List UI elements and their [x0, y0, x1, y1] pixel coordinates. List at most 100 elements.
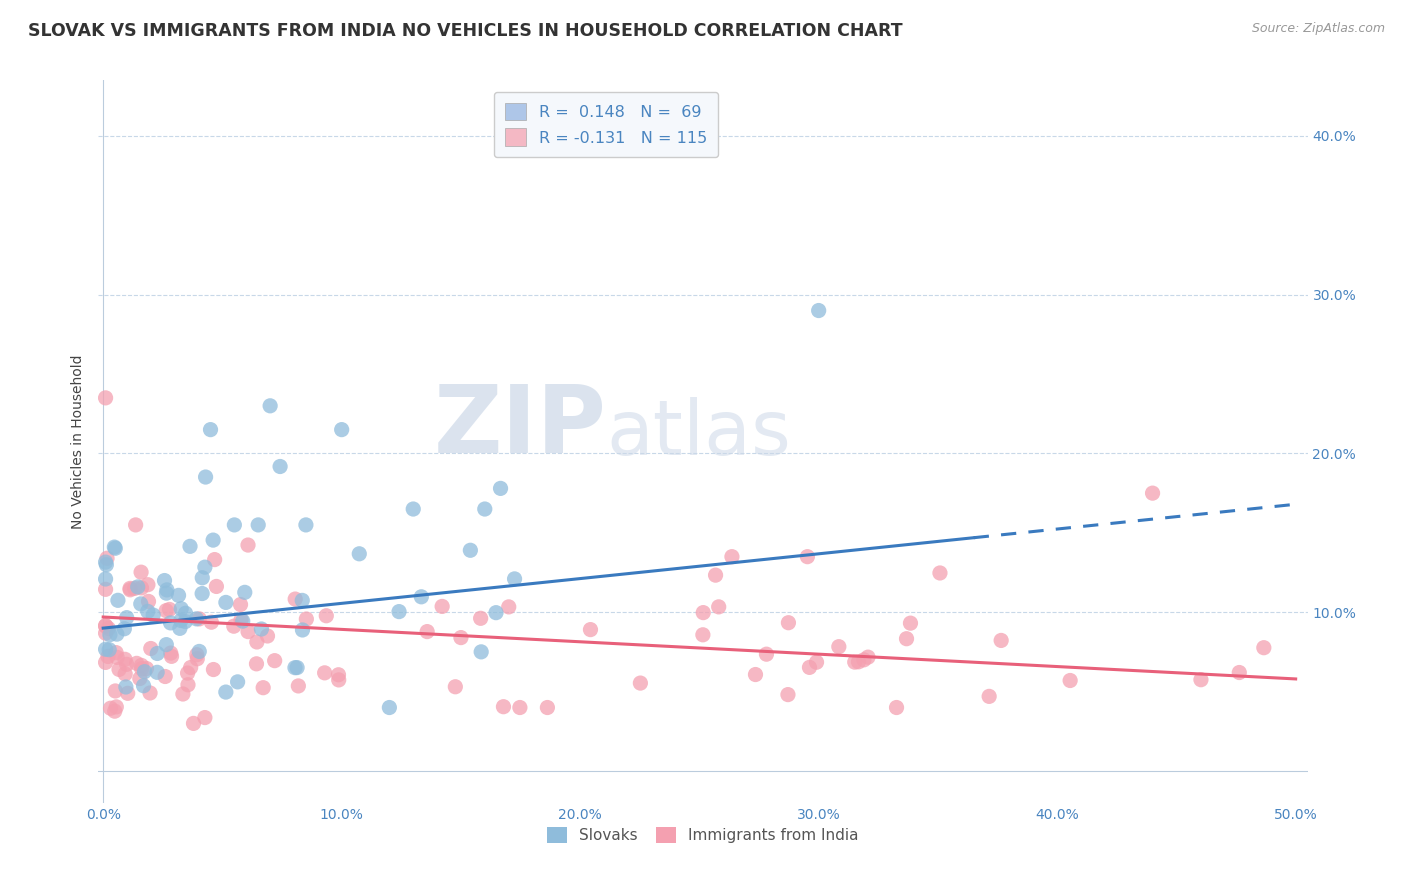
Point — [120, 582, 142, 597]
Point — [94, 642, 117, 657]
Point — [285, 660, 308, 674]
Point — [498, 599, 520, 614]
Point — [460, 543, 482, 558]
Point — [776, 688, 799, 702]
Point — [97, 649, 120, 664]
Point — [236, 624, 259, 639]
Point — [96, 551, 118, 566]
Point — [188, 644, 211, 658]
Point — [900, 616, 922, 631]
Point — [112, 622, 135, 636]
Point — [94, 582, 117, 597]
Point — [188, 612, 211, 626]
Point — [1253, 640, 1275, 655]
Point — [136, 578, 159, 592]
Point — [828, 640, 851, 654]
Point — [328, 673, 350, 687]
Point — [115, 680, 138, 694]
Point — [707, 599, 730, 614]
Point — [250, 622, 273, 636]
Point — [291, 593, 314, 607]
Point — [135, 661, 157, 675]
Point — [204, 552, 226, 566]
Point — [226, 674, 249, 689]
Point — [692, 628, 714, 642]
Point — [134, 665, 156, 679]
Point — [105, 699, 128, 714]
Point — [256, 629, 278, 643]
Point — [100, 701, 122, 715]
Point — [124, 517, 146, 532]
Point — [104, 541, 127, 556]
Point — [105, 646, 128, 660]
Point — [246, 635, 269, 649]
Point — [205, 579, 228, 593]
Point — [103, 540, 125, 554]
Point — [200, 423, 222, 437]
Point — [94, 619, 117, 633]
Point — [263, 654, 285, 668]
Point — [114, 652, 136, 666]
Point — [183, 716, 205, 731]
Point — [131, 662, 153, 676]
Point — [852, 653, 875, 667]
Point — [896, 632, 918, 646]
Point — [848, 655, 870, 669]
Point — [191, 571, 214, 585]
Point — [94, 619, 117, 633]
Point — [94, 555, 117, 569]
Point — [115, 657, 138, 672]
Point — [104, 684, 127, 698]
Point — [744, 667, 766, 681]
Point — [96, 558, 118, 572]
Point — [1227, 665, 1250, 680]
Point — [233, 585, 256, 599]
Point — [315, 608, 337, 623]
Point — [94, 656, 117, 670]
Point — [146, 647, 169, 661]
Point — [186, 612, 208, 626]
Point — [536, 700, 558, 714]
Point — [215, 595, 238, 609]
Point — [269, 459, 291, 474]
Point — [170, 614, 193, 628]
Point — [295, 517, 318, 532]
Point — [194, 470, 217, 484]
Point — [169, 621, 191, 635]
Point — [474, 502, 496, 516]
Point — [97, 622, 120, 636]
Point — [284, 661, 307, 675]
Point — [229, 598, 252, 612]
Point — [118, 582, 141, 596]
Point — [287, 679, 309, 693]
Point — [929, 566, 952, 580]
Point — [247, 517, 270, 532]
Text: Source: ZipAtlas.com: Source: ZipAtlas.com — [1251, 22, 1385, 36]
Point — [509, 700, 531, 714]
Point — [105, 650, 128, 665]
Point — [284, 592, 307, 607]
Point — [124, 582, 146, 596]
Point — [489, 482, 512, 496]
Point — [194, 710, 217, 724]
Point — [330, 423, 353, 437]
Point — [132, 679, 155, 693]
Point — [125, 657, 148, 671]
Point — [259, 399, 281, 413]
Point — [778, 615, 800, 630]
Point — [200, 615, 222, 630]
Point — [349, 547, 371, 561]
Point — [444, 680, 467, 694]
Point — [155, 638, 177, 652]
Point — [194, 560, 217, 574]
Point — [236, 538, 259, 552]
Point — [886, 700, 908, 714]
Point — [146, 665, 169, 680]
Point — [172, 687, 194, 701]
Point — [378, 700, 401, 714]
Y-axis label: No Vehicles in Household: No Vehicles in Household — [72, 354, 86, 529]
Point — [229, 613, 252, 627]
Point — [155, 604, 177, 618]
Point — [179, 540, 201, 554]
Point — [142, 608, 165, 623]
